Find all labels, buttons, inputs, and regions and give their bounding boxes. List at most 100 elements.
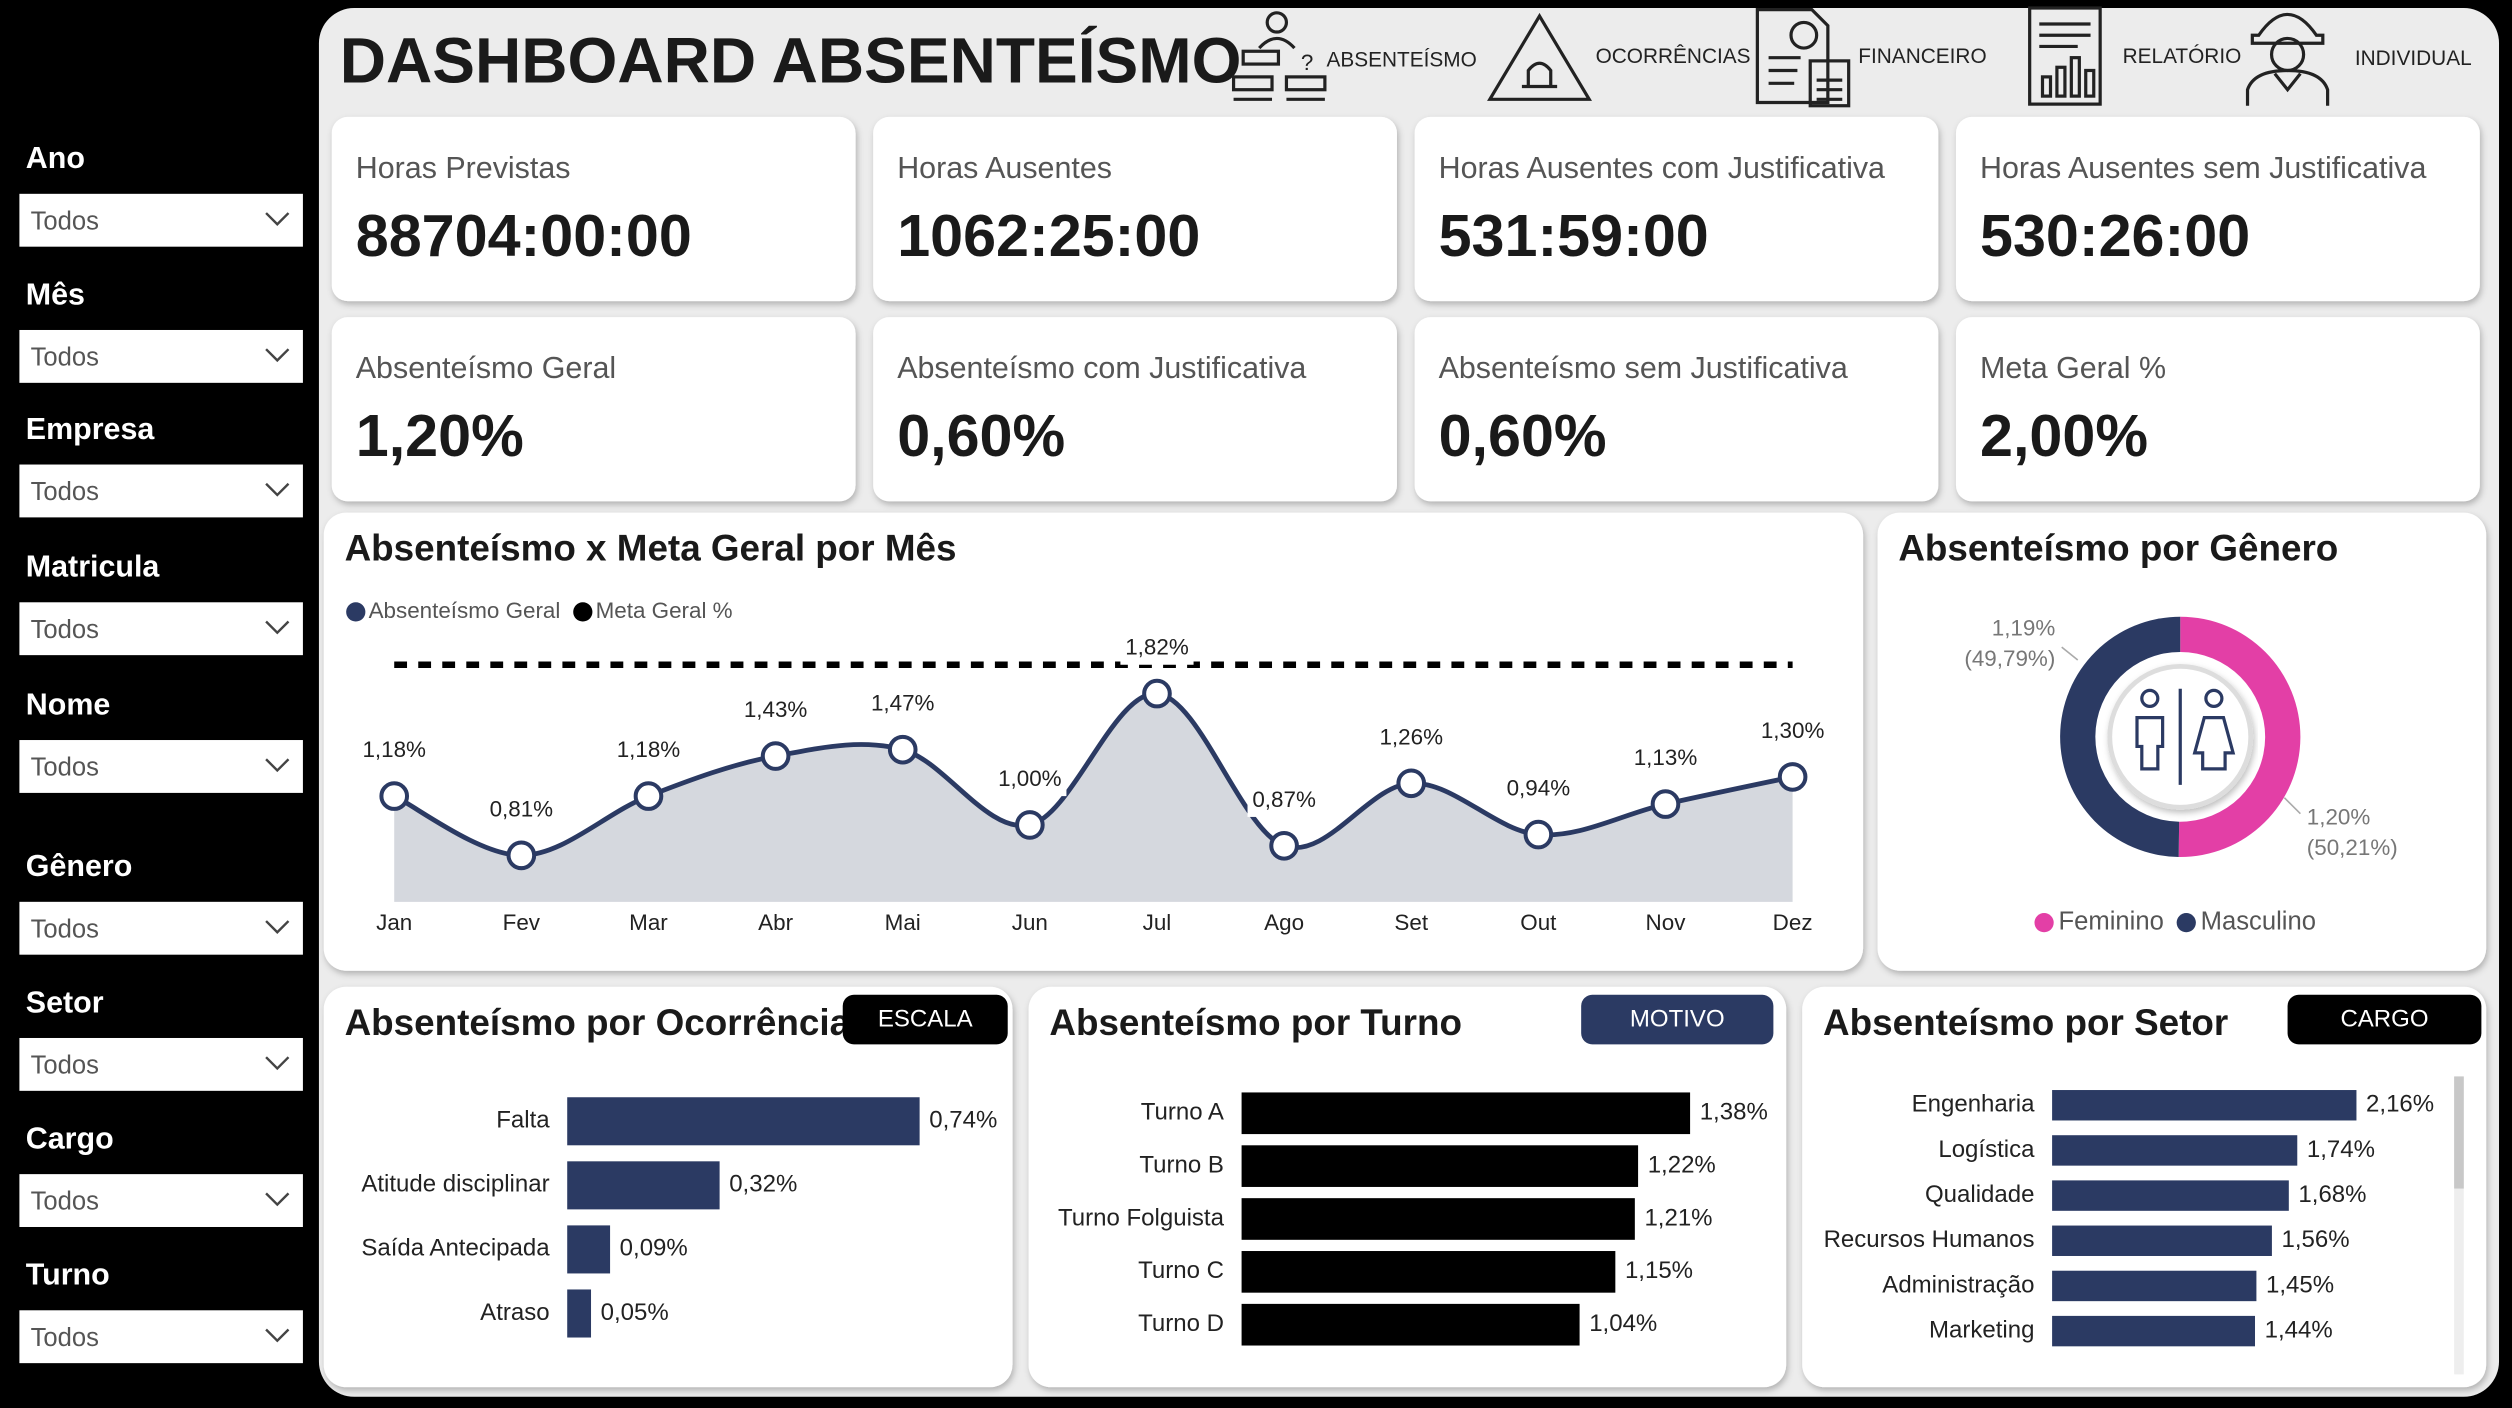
button-label[interactable]: ESCALA bbox=[878, 1006, 973, 1033]
filter-label: Ano bbox=[26, 141, 85, 175]
category-label: Saída Antecipada bbox=[361, 1235, 550, 1262]
dropdown-arrow[interactable] bbox=[265, 920, 290, 934]
icon-relatorio[interactable] bbox=[2028, 6, 2102, 106]
dropdown-arrow[interactable] bbox=[265, 758, 290, 773]
toggle-button[interactable]: ESCALA bbox=[842, 994, 1008, 1045]
value-label: 0,32% bbox=[729, 1171, 797, 1198]
point bbox=[1142, 678, 1172, 709]
dropdown-arrow[interactable] bbox=[265, 482, 290, 497]
dropdown-value[interactable]: Todos bbox=[31, 915, 99, 943]
dropdown-box[interactable] bbox=[19, 329, 303, 383]
bar bbox=[1241, 1251, 1616, 1293]
bar bbox=[2052, 1135, 2298, 1166]
nav-label[interactable]: INDIVIDUAL bbox=[2355, 47, 2472, 70]
category-label: Engenharia bbox=[1912, 1091, 2035, 1118]
dropdown-box[interactable] bbox=[19, 901, 303, 955]
label-background bbox=[1628, 743, 1703, 776]
dropdown-arrow[interactable] bbox=[265, 348, 290, 363]
dropdown-arrow[interactable] bbox=[265, 1056, 290, 1071]
nav-label[interactable]: OCORRÊNCIAS bbox=[1596, 45, 1751, 68]
chart-title: Absenteísmo por Turno bbox=[1049, 1002, 1462, 1043]
kpi-value: 0,60% bbox=[897, 402, 1065, 469]
filter-label: Turno bbox=[26, 1258, 110, 1292]
dropdown-box[interactable] bbox=[19, 464, 303, 518]
icon-individual[interactable] bbox=[2245, 12, 2330, 106]
value-label: 1,43% bbox=[744, 697, 808, 722]
value-label: 1,68% bbox=[2298, 1181, 2366, 1208]
button-background[interactable] bbox=[1581, 994, 1774, 1045]
value-label: 1,13% bbox=[1634, 745, 1698, 770]
bar bbox=[2052, 1090, 2357, 1121]
chart-title: Absenteísmo por Ocorrência bbox=[345, 1002, 851, 1043]
dropdown-value[interactable]: Todos bbox=[31, 754, 99, 782]
scroll-thumb[interactable] bbox=[2454, 1076, 2464, 1189]
dropdown-value[interactable]: Todos bbox=[31, 344, 99, 372]
icon-head bbox=[2140, 688, 2160, 709]
toggle-button[interactable]: CARGO bbox=[2287, 994, 2482, 1045]
kpi-value: 531:59:00 bbox=[1439, 202, 1709, 269]
filter-label: Mês bbox=[26, 277, 85, 311]
dropdown-arrow[interactable] bbox=[265, 212, 290, 226]
category-label: Turno C bbox=[1138, 1257, 1224, 1284]
filter-dropdown[interactable]: Todos bbox=[19, 329, 303, 383]
scroll-track[interactable] bbox=[2454, 1076, 2464, 1375]
legend-label: Absenteísmo Geral bbox=[369, 598, 561, 623]
bar bbox=[1241, 1198, 1635, 1240]
dropdown-arrow[interactable] bbox=[265, 1192, 290, 1207]
value-label: 1,44% bbox=[2265, 1316, 2333, 1343]
dropdown-value[interactable]: Todos bbox=[31, 1052, 99, 1080]
chart-title: Absenteísmo x Meta Geral por Mês bbox=[345, 528, 957, 569]
dropdown-value[interactable]: Todos bbox=[31, 478, 99, 506]
x-tick-label: Jul bbox=[1143, 910, 1172, 935]
dropdown-value[interactable]: Todos bbox=[31, 207, 99, 235]
nav-label[interactable]: RELATÓRIO bbox=[2123, 45, 2242, 68]
value-label: 1,18% bbox=[617, 737, 681, 762]
button-label[interactable]: MOTIVO bbox=[1630, 1006, 1725, 1033]
area bbox=[394, 693, 1793, 902]
point bbox=[887, 734, 918, 765]
dropdown-arrow[interactable] bbox=[265, 1328, 290, 1343]
svg-text:?: ? bbox=[1301, 50, 1313, 75]
x-tick-label: Mai bbox=[885, 910, 921, 935]
category-label: Turno D bbox=[1138, 1310, 1224, 1337]
filter-dropdown[interactable]: Todos bbox=[19, 901, 303, 955]
button-background[interactable] bbox=[2287, 994, 2482, 1045]
value-label: 1,00% bbox=[998, 766, 1062, 791]
nav-label[interactable]: ABSENTEÍSMO bbox=[1326, 48, 1476, 71]
dropdown-box[interactable] bbox=[19, 602, 303, 656]
dropdown-value[interactable]: Todos bbox=[31, 616, 99, 644]
dropdown-box[interactable] bbox=[19, 740, 303, 793]
legend-marker bbox=[573, 602, 593, 622]
dropdown-box[interactable] bbox=[19, 1037, 303, 1091]
button-background[interactable] bbox=[842, 994, 1008, 1045]
filter-dropdown[interactable]: Todos bbox=[19, 1174, 303, 1227]
kpi-card bbox=[1414, 317, 1939, 502]
dropdown-arrow[interactable] bbox=[265, 620, 290, 635]
icon-ocorrencias[interactable] bbox=[1487, 12, 1592, 101]
category-label: Administração bbox=[1882, 1271, 2034, 1298]
dropdown-box[interactable] bbox=[19, 193, 303, 247]
bar bbox=[2052, 1315, 2256, 1347]
dropdown-value[interactable]: Todos bbox=[31, 1188, 99, 1216]
filter-dropdown[interactable]: Todos bbox=[19, 602, 303, 656]
filter-dropdown[interactable]: Todos bbox=[19, 1310, 303, 1364]
filter-dropdown[interactable]: Todos bbox=[19, 464, 303, 518]
filter-label: Nome bbox=[26, 687, 111, 721]
label-background bbox=[484, 794, 558, 827]
icon-absenteismo[interactable]: ? bbox=[1231, 11, 1327, 101]
icon-financeiro[interactable] bbox=[1755, 8, 1851, 108]
leader-line bbox=[2061, 646, 2079, 661]
dropdown-box[interactable] bbox=[19, 1174, 303, 1227]
filter-dropdown[interactable]: Todos bbox=[19, 193, 303, 247]
dropdown-value[interactable]: Todos bbox=[31, 1324, 99, 1352]
value-label: 0,05% bbox=[601, 1299, 669, 1326]
button-label[interactable]: CARGO bbox=[2340, 1006, 2428, 1033]
toggle-button[interactable]: MOTIVO bbox=[1581, 994, 1774, 1045]
dropdown-box[interactable] bbox=[19, 1310, 303, 1364]
filter-dropdown[interactable]: Todos bbox=[19, 740, 303, 793]
kpi-card bbox=[1414, 116, 1939, 302]
kpi-label: Horas Ausentes sem Justificativa bbox=[1980, 151, 2426, 185]
filter-dropdown[interactable]: Todos bbox=[19, 1037, 303, 1091]
nav-label[interactable]: FINANCEIRO bbox=[1858, 45, 1986, 68]
icon-head bbox=[2204, 688, 2224, 709]
